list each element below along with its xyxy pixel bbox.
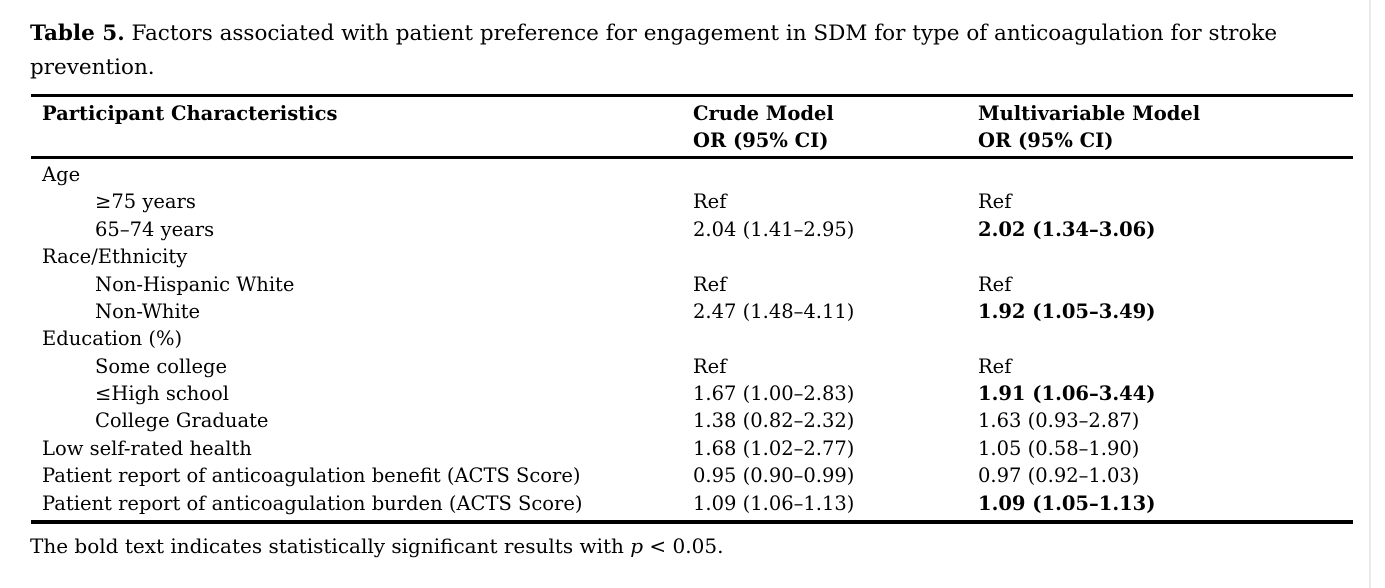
multivariable-value bbox=[978, 161, 1353, 188]
table-row: Some college Ref Ref bbox=[31, 353, 1353, 380]
table-row: Non-White 2.47 (1.48–4.11) 1.92 (1.05–3.… bbox=[31, 298, 1353, 325]
table-row: ≥75 years Ref Ref bbox=[31, 188, 1353, 215]
table-row: Low self-rated health 1.68 (1.02–2.77) 1… bbox=[31, 435, 1353, 462]
crude-model-label: Crude Model bbox=[693, 101, 834, 125]
results-table: Participant Characteristics Crude Model … bbox=[31, 93, 1353, 525]
multivariable-value: Ref bbox=[978, 190, 1012, 214]
table-header-row: Participant Characteristics Crude Model … bbox=[31, 97, 1353, 159]
column-header-multivariable-model: Multivariable Model OR (95% CI) bbox=[978, 100, 1353, 154]
column-header-crude-model: Crude Model OR (95% CI) bbox=[693, 100, 978, 154]
crude-value: 0.95 (0.90–0.99) bbox=[693, 464, 855, 488]
crude-value: Ref bbox=[693, 190, 727, 214]
crude-value: 2.47 (1.48–4.11) bbox=[693, 299, 855, 323]
multivariable-value: 0.97 (0.92–1.03) bbox=[978, 464, 1140, 488]
table-number: Table 5. bbox=[30, 21, 125, 46]
row-label: Non-Hispanic White bbox=[95, 272, 295, 296]
table-row: Non-Hispanic White Ref Ref bbox=[31, 271, 1353, 298]
table-row: ≤High school 1.67 (1.00–2.83) 1.91 (1.06… bbox=[31, 380, 1353, 407]
multivariable-value: Ref bbox=[978, 272, 1012, 296]
crude-value: 1.38 (0.82–2.32) bbox=[693, 409, 855, 433]
multivariable-model-subheader: OR (95% CI) bbox=[978, 128, 1114, 152]
row-label: Non-White bbox=[95, 299, 201, 323]
multivariable-value: 1.92 (1.05–3.49) bbox=[978, 299, 1156, 323]
multivariable-model-label: Multivariable Model bbox=[978, 101, 1201, 125]
page-edge-line bbox=[1369, 0, 1371, 588]
row-label: Patient report of anticoagulation benefi… bbox=[42, 464, 581, 488]
crude-value: 1.67 (1.00–2.83) bbox=[693, 382, 855, 406]
table-row: Patient report of anticoagulation burden… bbox=[31, 490, 1353, 517]
crude-model-subheader: OR (95% CI) bbox=[693, 128, 829, 152]
table-row: Education (%) bbox=[31, 325, 1353, 352]
row-label: Age bbox=[42, 162, 81, 186]
crude-value: 1.68 (1.02–2.77) bbox=[693, 436, 855, 460]
crude-value bbox=[693, 161, 978, 188]
multivariable-value: 1.05 (0.58–1.90) bbox=[978, 436, 1140, 460]
paper-table-figure: Table 5. Factors associated with patient… bbox=[30, 17, 1385, 560]
table-row: 65–74 years 2.04 (1.41–2.95) 2.02 (1.34–… bbox=[31, 216, 1353, 243]
multivariable-value: Ref bbox=[978, 354, 1012, 378]
multivariable-value: 2.02 (1.34–3.06) bbox=[978, 217, 1156, 241]
column-header-participant-characteristics: Participant Characteristics bbox=[42, 101, 338, 125]
row-label: 65–74 years bbox=[95, 217, 215, 241]
crude-value: Ref bbox=[693, 272, 727, 296]
table-row: Age bbox=[31, 161, 1353, 188]
multivariable-value bbox=[978, 243, 1353, 270]
crude-value bbox=[693, 325, 978, 352]
row-label: Race/Ethnicity bbox=[42, 245, 188, 269]
row-label: ≤High school bbox=[95, 382, 230, 406]
table-body: Age ≥75 years Ref Ref 65–74 years 2.04 (… bbox=[31, 159, 1353, 520]
row-label: Education (%) bbox=[42, 327, 183, 351]
multivariable-value bbox=[978, 325, 1353, 352]
table-caption: Table 5. Factors associated with patient… bbox=[30, 17, 1338, 85]
multivariable-value: 1.09 (1.05–1.13) bbox=[978, 491, 1156, 515]
footnote-threshold: < 0.05. bbox=[643, 534, 724, 559]
crude-value: 2.04 (1.41–2.95) bbox=[693, 217, 855, 241]
footnote-p-symbol: p bbox=[630, 534, 644, 559]
row-label: College Graduate bbox=[95, 409, 269, 433]
row-label: ≥75 years bbox=[95, 190, 196, 214]
footnote-text: The bold text indicates statistically si… bbox=[30, 534, 631, 559]
table-row: College Graduate 1.38 (0.82–2.32) 1.63 (… bbox=[31, 407, 1353, 434]
row-label: Patient report of anticoagulation burden… bbox=[42, 491, 583, 515]
crude-value bbox=[693, 243, 978, 270]
table-caption-text: Factors associated with patient preferen… bbox=[30, 21, 1278, 80]
table-footnote: The bold text indicates statistically si… bbox=[30, 533, 1385, 560]
row-label: Some college bbox=[95, 354, 228, 378]
crude-value: Ref bbox=[693, 354, 727, 378]
multivariable-value: 1.63 (0.93–2.87) bbox=[978, 409, 1140, 433]
crude-value: 1.09 (1.06–1.13) bbox=[693, 491, 855, 515]
table-row: Race/Ethnicity bbox=[31, 243, 1353, 270]
table-row: Patient report of anticoagulation benefi… bbox=[31, 462, 1353, 489]
multivariable-value: 1.91 (1.06–3.44) bbox=[978, 382, 1156, 406]
row-label: Low self-rated health bbox=[42, 436, 252, 460]
